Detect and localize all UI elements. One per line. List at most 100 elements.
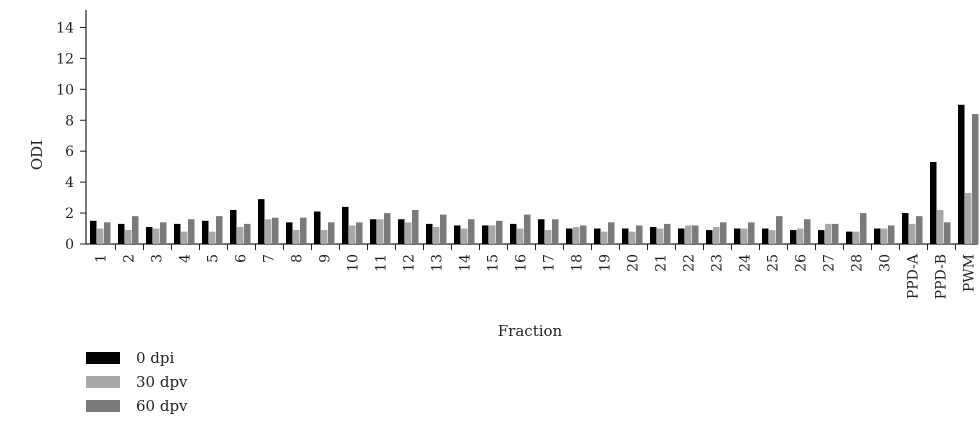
bar-60dpv-17 [552, 219, 559, 244]
bar-60dpv-23 [720, 222, 727, 244]
bar-30dpv-18 [573, 226, 580, 244]
x-tick-label: 7 [262, 254, 278, 263]
x-tick-label: 22 [682, 254, 698, 272]
bar-30dpv-22 [685, 225, 692, 244]
x-tick-label: 24 [738, 254, 754, 272]
bar-60dpv-9 [328, 222, 335, 244]
bar-0dpi-6 [230, 209, 237, 244]
y-tick-label: 2 [65, 206, 74, 222]
bar-30dpv-4 [181, 231, 188, 244]
x-tick-label: 4 [178, 254, 194, 263]
x-tick-label: PPD-B [934, 254, 950, 299]
x-tick-label: 26 [794, 254, 810, 272]
bar-30dpv-12 [405, 222, 412, 244]
legend-swatch-0dpi [86, 352, 120, 364]
y-tick-label: 0 [65, 237, 74, 253]
bar-60dpv-25 [776, 216, 783, 244]
bar-0dpi-3 [146, 226, 153, 244]
bar-0dpi-14 [454, 225, 461, 244]
bar-0dpi-7 [258, 199, 265, 244]
y-axis-title: ODI [28, 140, 46, 170]
bar-30dpv-26 [797, 228, 804, 244]
bar-30dpv-21 [657, 228, 664, 244]
bar-0dpi-8 [286, 222, 293, 244]
bar-30dpv-2 [125, 230, 132, 244]
bar-30dpv-PWM [965, 192, 972, 244]
bar-60dpv-21 [664, 223, 671, 244]
bar-0dpi-17 [538, 219, 545, 244]
bar-60dpv-16 [524, 214, 531, 244]
legend-item-30dpv: 30 dpv [86, 370, 188, 394]
bar-60dpv-8 [300, 217, 307, 244]
x-tick-label: 14 [458, 254, 474, 272]
bar-30dpv-PPD-B [937, 209, 944, 244]
bar-30dpv-PPD-A [909, 223, 916, 244]
x-tick-label: 10 [346, 254, 362, 272]
bar-30dpv-19 [601, 231, 608, 244]
legend-label-60dpv: 60 dpv [136, 397, 188, 415]
x-tick-label: 23 [710, 254, 726, 272]
bar-30dpv-8 [293, 230, 300, 244]
legend-item-0dpi: 0 dpi [86, 346, 188, 370]
bar-0dpi-24 [734, 228, 741, 244]
bar-30dpv-11 [377, 219, 384, 244]
x-tick-label: 1 [94, 254, 110, 263]
bar-0dpi-1 [90, 220, 97, 244]
bar-30dpv-6 [237, 226, 244, 244]
bar-60dpv-28 [860, 213, 867, 244]
x-tick-label: 28 [850, 254, 866, 272]
legend-label-0dpi: 0 dpi [136, 349, 175, 367]
bar-30dpv-1 [97, 228, 104, 244]
legend: 0 dpi 30 dpv 60 dpv [86, 346, 188, 418]
bar-60dpv-30 [888, 225, 895, 244]
bar-30dpv-28 [853, 231, 860, 244]
bar-60dpv-12 [412, 209, 419, 244]
bars [90, 104, 979, 244]
bar-0dpi-21 [650, 226, 657, 244]
bar-30dpv-7 [265, 219, 272, 244]
bar-60dpv-7 [272, 217, 279, 244]
bar-30dpv-14 [461, 228, 468, 244]
bar-60dpv-27 [832, 223, 839, 244]
bar-30dpv-27 [825, 223, 832, 244]
bar-0dpi-25 [762, 228, 769, 244]
x-tick-label: 9 [318, 254, 334, 263]
bar-30dpv-15 [489, 225, 496, 244]
legend-swatch-30dpv [86, 376, 120, 388]
x-tick-label: 5 [206, 254, 222, 263]
bar-0dpi-PPD-A [902, 213, 909, 244]
bar-60dpv-11 [384, 213, 391, 244]
x-tick-label: 2 [122, 254, 138, 263]
bar-30dpv-10 [349, 225, 356, 244]
y-tick-label: 14 [56, 20, 74, 36]
y-tick-label: 6 [65, 144, 74, 160]
bar-0dpi-26 [790, 230, 797, 244]
x-tick-label: PWM [962, 254, 978, 292]
bar-60dpv-13 [440, 214, 447, 244]
x-tick-label: 11 [374, 254, 390, 272]
bar-60dpv-22 [692, 225, 699, 244]
bar-30dpv-13 [433, 226, 440, 244]
bar-60dpv-1 [104, 222, 111, 244]
bar-0dpi-4 [174, 223, 181, 244]
bar-60dpv-24 [748, 222, 755, 244]
bar-0dpi-2 [118, 223, 125, 244]
bar-0dpi-27 [818, 230, 825, 244]
y-axis: 0 2 4 6 8 10 12 14 [56, 10, 87, 253]
bar-60dpv-PPD-B [944, 222, 951, 244]
x-tick-label: 20 [626, 254, 642, 272]
x-axis: 1 2 3 4 5 6 7 8 9 10 11 12 13 14 15 16 17 18 19 20 21 22 23 24 2… [86, 243, 978, 299]
bar-60dpv-3 [160, 222, 167, 244]
bar-60dpv-5 [216, 216, 223, 244]
x-axis-title: Fraction [498, 322, 563, 340]
x-tick-label: 16 [514, 254, 530, 272]
bar-0dpi-9 [314, 211, 321, 244]
bar-30dpv-25 [769, 230, 776, 244]
bar-0dpi-19 [594, 228, 601, 244]
bar-0dpi-28 [846, 231, 853, 244]
bar-30dpv-20 [629, 231, 636, 244]
x-tick-label: 13 [430, 254, 446, 272]
bar-0dpi-30 [874, 228, 881, 244]
bar-60dpv-PWM [972, 114, 979, 244]
